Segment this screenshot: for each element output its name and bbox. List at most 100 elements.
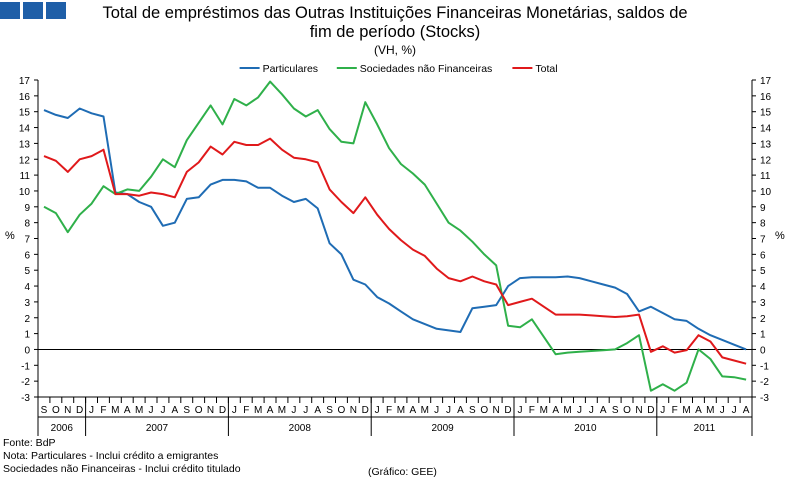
y-tick-label-left: 3 [24,298,30,309]
x-tick-label-month: S [469,405,476,416]
x-tick-label-month: M [278,405,286,416]
y-axis-label-right: % [775,230,785,242]
footer-note-particulares: Nota: Particulares - Inclui crédito a em… [3,450,219,462]
y-tick-label-right: 9 [760,203,766,214]
x-tick-label-year: 2011 [694,423,716,434]
y-tick-label-right: -2 [760,377,769,388]
series-line-total [43,137,747,365]
x-tick-label-month: O [52,405,60,416]
footer-note-sociedades: Sociedades não Financeiras - Inclui créd… [3,463,241,475]
x-tick-label-month: A [695,405,702,416]
x-tick-label-month: A [314,405,321,416]
y-tick-label-left: 17 [19,76,31,87]
x-tick-label-month: S [183,405,190,416]
y-tick-label-left: 16 [19,92,31,103]
chart-title-line2: fim de período (Stocks) [309,23,481,41]
x-tick-label-month: A [124,405,131,416]
x-tick-label-month: D [362,405,369,416]
x-tick-label-month: A [457,405,464,416]
y-tick-label-left: 14 [19,124,31,135]
y-tick-label-right: 17 [760,76,772,87]
y-tick-label-right: 2 [760,314,766,325]
x-tick-label-month: A [600,405,607,416]
y-tick-label-left: 6 [24,250,30,261]
x-tick-label-month: N [350,405,357,416]
x-tick-label-year: 2008 [289,423,312,434]
y-tick-label-left: 8 [24,219,30,230]
x-tick-label-month: N [635,405,642,416]
y-tick-label-right: 4 [760,282,766,293]
y-tick-label-left: 10 [19,187,31,198]
x-tick-label-month: J [577,405,582,416]
y-tick-label-left: -2 [21,377,30,388]
x-tick-label-month: J [517,405,522,416]
x-tick-label-month: F [243,405,249,416]
x-tick-label-month: J [434,405,439,416]
y-tick-label-left: 1 [24,330,30,341]
chart-subtitle: (VH, %) [374,43,416,57]
y-tick-label-right: 1 [760,330,766,341]
x-tick-label-month: A [552,405,559,416]
x-tick-label-month: J [446,405,451,416]
footer-source: Fonte: BdP [3,437,56,449]
x-tick-label-month: J [660,405,665,416]
y-tick-label-left: 15 [19,108,31,119]
x-tick-label-month: M [111,405,119,416]
y-tick-label-right: 16 [760,92,772,103]
chart-title-line1: Total de empréstimos das Outras Institui… [102,4,688,22]
x-tick-label-month: S [612,405,619,416]
x-tick-label-month: O [338,405,346,416]
y-tick-label-left: -1 [21,361,30,372]
chart-series [43,80,747,392]
y-tick-label-right: 12 [760,155,772,166]
y-tick-label-left: 2 [24,314,30,325]
x-tick-label-month: J [160,405,165,416]
y-tick-label-right: 10 [760,187,772,198]
x-tick-label-year: 2007 [146,423,169,434]
chart-legend: Particulares Sociedades não Financeiras To… [239,63,558,75]
x-tick-label-month: O [195,405,203,416]
x-tick-label-month: O [623,405,631,416]
x-tick-label-month: D [647,405,654,416]
x-tick-label-month: N [493,405,500,416]
x-tick-label-month: J [720,405,725,416]
x-tick-label-month: J [232,405,237,416]
x-tick-label-month: J [589,405,594,416]
x-tick-label-month: M [706,405,714,416]
x-tick-label-month: M [540,405,548,416]
y-tick-label-left: 9 [24,203,30,214]
x-tick-label-month: F [386,405,392,416]
bank-logo [0,2,66,19]
x-tick-label-year: 2006 [51,423,74,434]
y-tick-label-right: -3 [760,393,769,404]
x-tick-label-month: A [267,405,274,416]
x-tick-label-year: 2010 [574,423,597,434]
y-axis-label-left: % [5,230,15,242]
x-tick-label-month: M [421,405,429,416]
x-tick-label-month: N [64,405,71,416]
y-tick-label-right: 8 [760,219,766,230]
x-tick-label-month: M [254,405,262,416]
y-tick-label-left: 4 [24,282,30,293]
series-line-particulares [43,107,747,351]
x-tick-label-month: F [529,405,535,416]
x-tick-label-month: J [149,405,154,416]
y-tick-label-right: 14 [760,124,772,135]
x-tick-label-month: A [172,405,179,416]
x-tick-label-month: J [291,405,296,416]
y-tick-label-right: 3 [760,298,766,309]
y-tick-label-left: 11 [20,171,31,182]
bank-logo-icon [23,2,43,19]
x-tick-label-month: N [207,405,214,416]
legend-label: Particulares [263,63,318,75]
x-tick-label-month: D [219,405,226,416]
x-tick-label-month: S [326,405,333,416]
legend-label: Sociedades não Financeiras [360,63,493,75]
x-tick-label-month: F [672,405,678,416]
y-tick-label-right: 13 [760,139,772,150]
bank-logo-icon [46,2,66,19]
legend-label: Total [535,63,557,75]
x-tick-label-month: A [743,405,750,416]
